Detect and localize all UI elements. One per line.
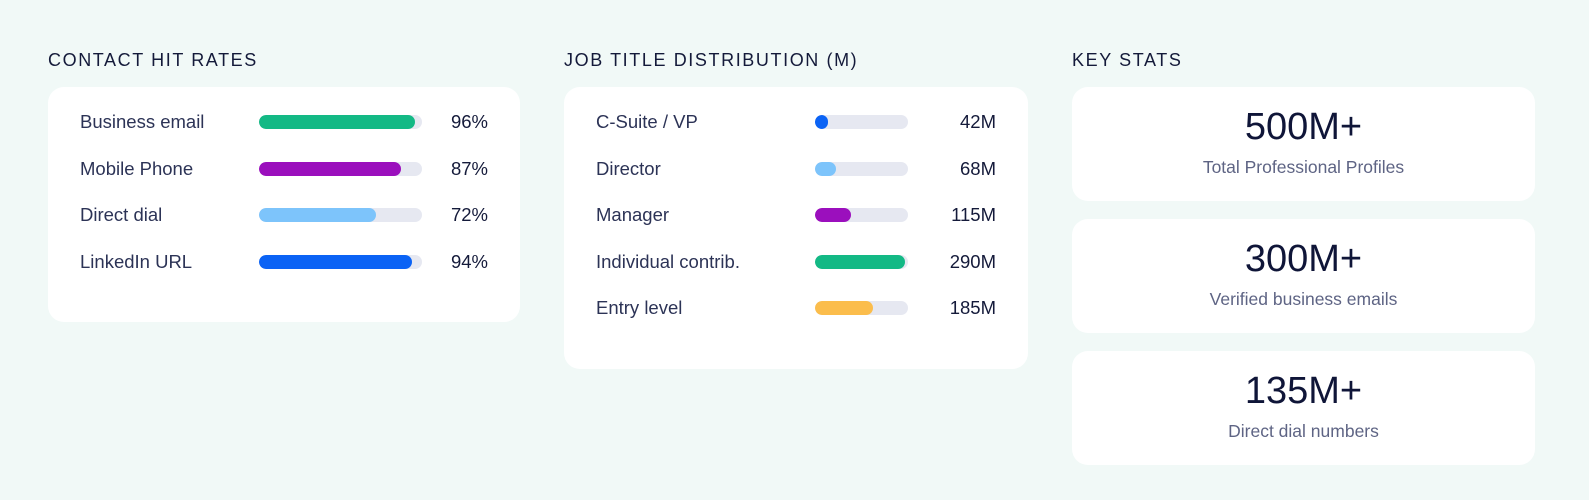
- hit-rate-value: 87%: [450, 157, 488, 179]
- job-title-label: Individual contrib.: [596, 250, 740, 272]
- job-title-value: 185M: [949, 297, 996, 319]
- hit-rate-value: 96%: [450, 111, 488, 132]
- hit-rate-bar-fill: [259, 115, 416, 129]
- job-title-bar-fill: [815, 115, 829, 129]
- job-title-label: Director: [596, 157, 661, 179]
- job-title-bar-fill: [815, 161, 837, 176]
- job-title-bar-track: [815, 208, 908, 223]
- section-title: JOB TITLE DISTRIBUTION (M): [564, 50, 859, 70]
- hit-rate-bar-track: [259, 115, 422, 129]
- hit-rate-value: 72%: [450, 204, 488, 226]
- job-title-bar-fill: [815, 254, 906, 269]
- job-title-bar-track: [815, 254, 908, 269]
- job-title-row: C-Suite / VP 42M: [564, 110, 1028, 157]
- job-title-bar-track: [815, 301, 908, 316]
- hit-rate-bar-fill: [259, 208, 377, 223]
- job-title-bar-track: [815, 115, 908, 129]
- hit-rate-bar-track: [259, 208, 422, 223]
- stat-value: 135M+: [1244, 370, 1363, 412]
- job-title-label: C-Suite / VP: [596, 111, 698, 132]
- hit-rate-bar-track: [259, 161, 422, 176]
- hit-rate-row: Direct dial 72%: [48, 203, 520, 250]
- hit-rate-row: Mobile Phone 87%: [48, 157, 520, 204]
- hit-rate-bar-track: [259, 254, 422, 269]
- stat-card: 500M+ Total Professional Profiles: [1072, 87, 1535, 201]
- hit-rate-row: LinkedIn URL 94%: [48, 250, 520, 297]
- stat-card: 135M+ Direct dial numbers: [1072, 351, 1535, 465]
- job-title-row: Entry level 185M: [564, 296, 1028, 343]
- job-title-bar-track: [815, 161, 908, 176]
- hit-rate-bar-fill: [259, 254, 413, 269]
- job-title-value: 42M: [960, 111, 996, 132]
- hit-rate-label: Direct dial: [80, 204, 163, 226]
- job-title-bar-fill: [815, 301, 873, 316]
- job-title-value: 290M: [949, 250, 996, 272]
- stat-label: Direct dial numbers: [1228, 421, 1379, 441]
- job-title-label: Entry level: [596, 297, 683, 319]
- job-title-value: 115M: [951, 204, 996, 226]
- stat-card: 300M+ Verified business emails: [1072, 219, 1535, 333]
- stat-value: 500M+: [1244, 106, 1363, 148]
- section-title: KEY STATS: [1072, 50, 1183, 70]
- job-title-row: Manager 115M: [564, 203, 1028, 250]
- job-title-bar-fill: [815, 208, 852, 223]
- hit-rate-label: Mobile Phone: [80, 157, 194, 179]
- stat-label: Verified business emails: [1209, 289, 1398, 309]
- hit-rate-value: 94%: [450, 250, 488, 272]
- hit-rate-bar-fill: [259, 161, 401, 176]
- stat-label: Total Professional Profiles: [1202, 157, 1405, 177]
- hit-rate-row: Business email 96%: [48, 110, 520, 157]
- contact-hit-rates-card: Business email 96% Mobile Phone 87% Dire…: [48, 87, 520, 322]
- hit-rate-label: Business email: [80, 111, 205, 132]
- section-title: CONTACT HIT RATES: [48, 50, 258, 70]
- hit-rate-label: LinkedIn URL: [80, 250, 193, 272]
- job-title-distribution-card: C-Suite / VP 42M Director 68M Manager 11…: [564, 87, 1028, 369]
- job-title-value: 68M: [960, 157, 996, 179]
- job-title-row: Director 68M: [564, 157, 1028, 204]
- job-title-label: Manager: [596, 204, 670, 226]
- job-title-row: Individual contrib. 290M: [564, 250, 1028, 297]
- stat-value: 300M+: [1244, 238, 1363, 280]
